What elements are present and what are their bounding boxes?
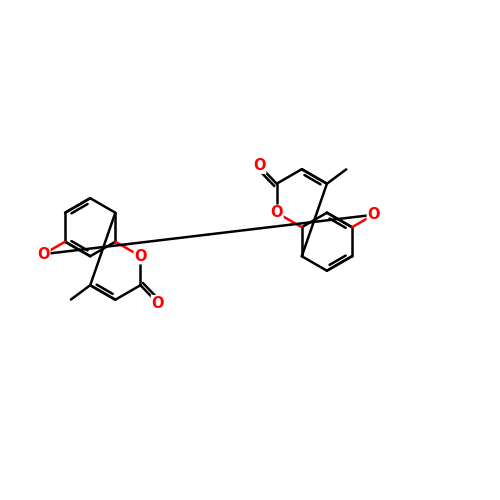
Text: O: O [368,208,380,222]
Text: O: O [270,205,283,220]
Text: O: O [253,158,266,174]
Text: O: O [134,248,146,264]
Text: O: O [38,246,50,262]
Text: O: O [152,296,164,310]
